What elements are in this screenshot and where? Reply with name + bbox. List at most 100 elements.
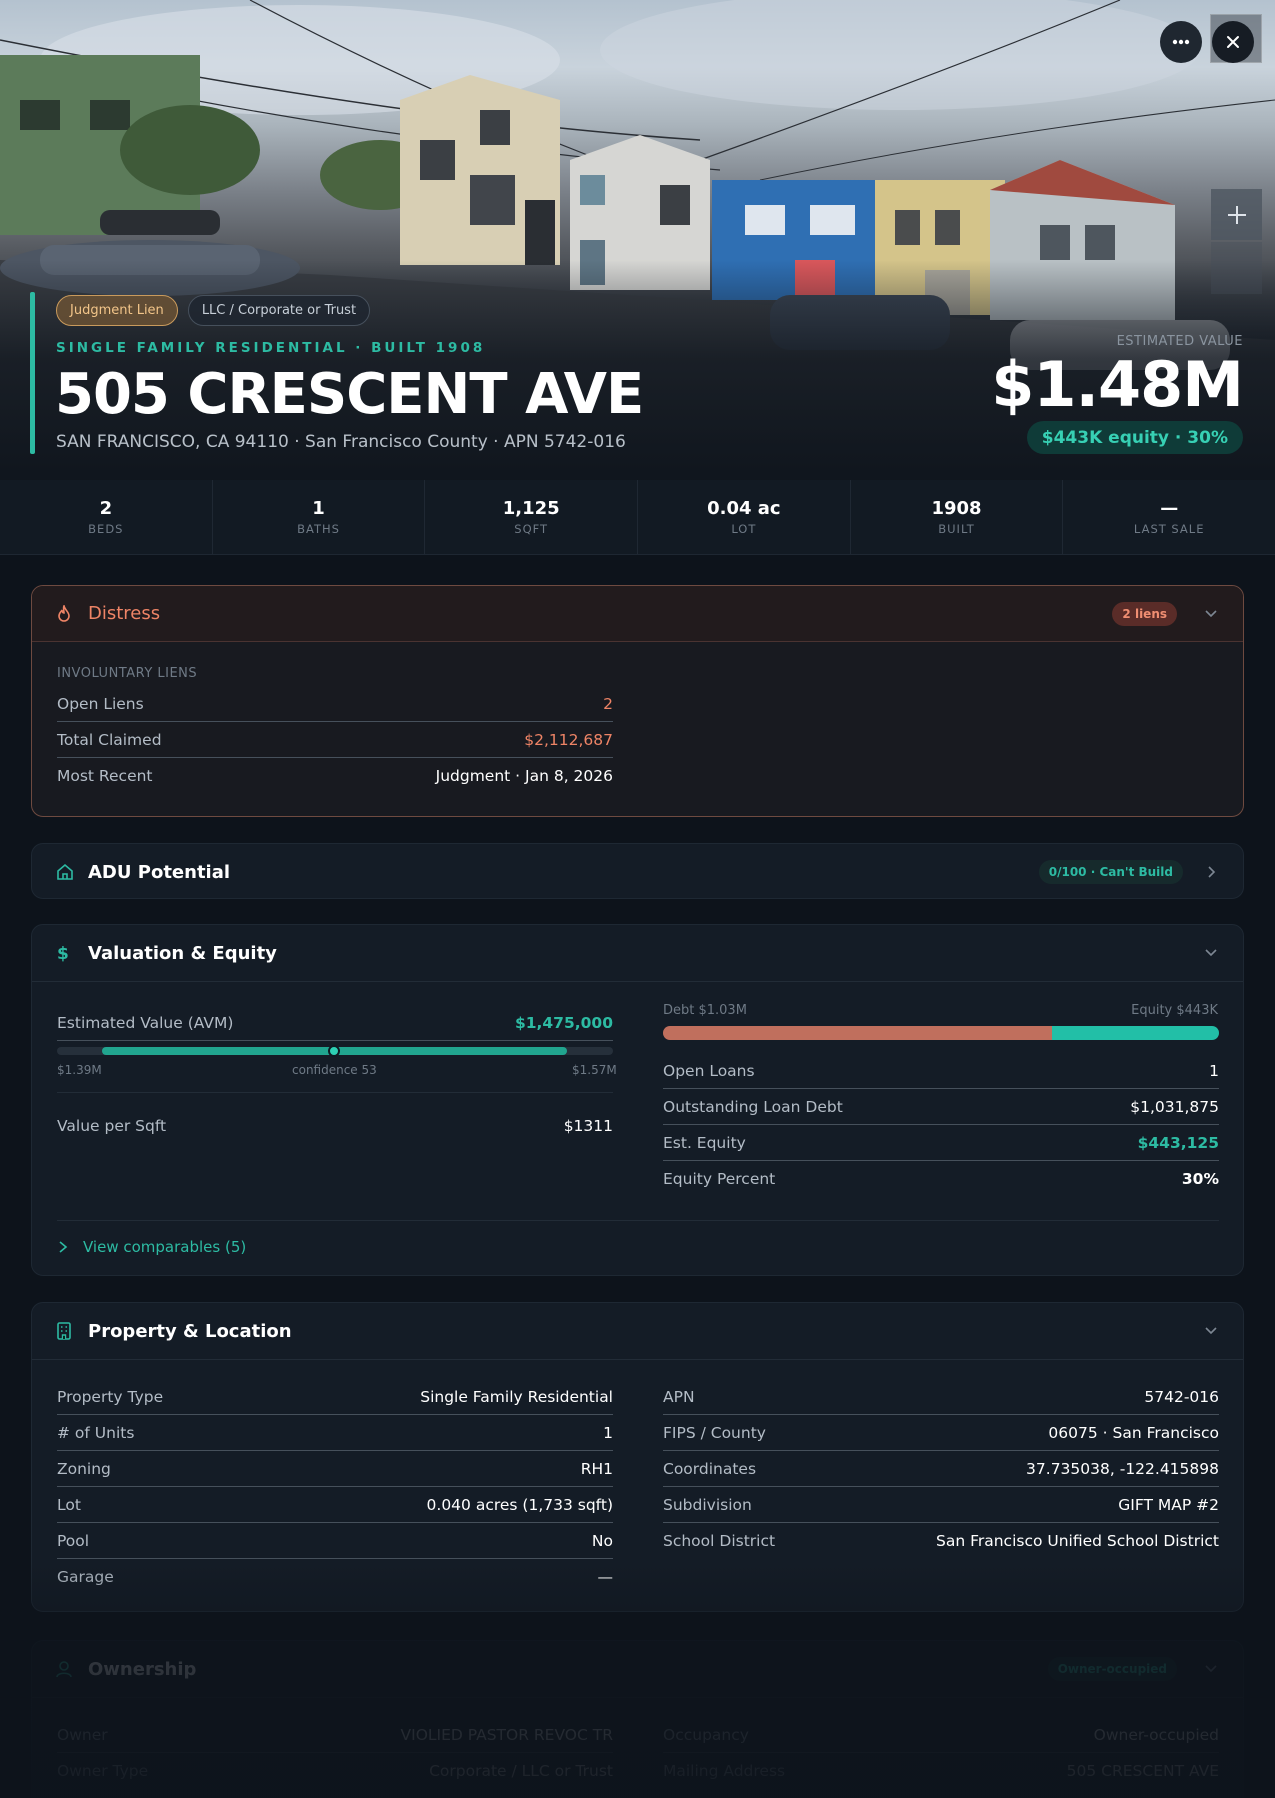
row-value: 505 CRESCENT AVE	[1066, 1762, 1219, 1780]
stat-label: BATHS	[297, 522, 340, 536]
row-key: Most Recent	[57, 767, 153, 785]
estimated-value: $1.48M	[991, 348, 1244, 421]
llc-trust-tag[interactable]: LLC / Corporate or Trust	[187, 295, 371, 326]
occupancy-row: Occupancy Owner-occupied	[663, 1717, 1219, 1753]
row-key: Property Type	[57, 1387, 164, 1406]
subdivision-row: Subdivision GIFT MAP #2	[663, 1487, 1219, 1523]
chevron-down-icon[interactable]	[1203, 606, 1219, 622]
row-key: School District	[663, 1532, 776, 1550]
stat-baths: 1 BATHS	[213, 480, 426, 554]
stat-built: 1908 BUILT	[851, 480, 1064, 554]
total-claimed-row: Total Claimed $2,112,687	[57, 722, 613, 758]
stat-value: 0.04 ac	[707, 498, 781, 519]
valuation-equity-card: $ Valuation & Equity Estimated Value (AV…	[31, 924, 1244, 1276]
hero-accent-bar	[30, 292, 35, 454]
header-divider	[32, 1697, 1243, 1698]
section-divider	[57, 1220, 1219, 1221]
ownership-card: Ownership Owner-occupied Owner VIOLIED P…	[31, 1640, 1244, 1798]
estimated-value-label: ESTIMATED VALUE	[1116, 334, 1243, 349]
user-icon	[56, 1660, 74, 1678]
row-key: Occupancy	[663, 1725, 749, 1744]
adu-score-badge: 0/100 · Can't Build	[1038, 860, 1183, 884]
building-icon	[56, 1322, 74, 1340]
chevron-right-icon[interactable]	[1203, 864, 1219, 880]
distress-card: Distress 2 liens INVOLUNTARY LIENS Open …	[31, 585, 1244, 817]
row-value: San Francisco Unified School District	[935, 1532, 1219, 1550]
est-equity-row: Est. Equity $443,125	[663, 1125, 1219, 1161]
equity-percent-row: Equity Percent 30%	[663, 1161, 1219, 1197]
garage-row: Garage —	[57, 1559, 613, 1595]
row-key: Mailing Address	[663, 1762, 786, 1780]
adu-title: ADU Potential	[88, 861, 231, 883]
stat-value: 1,125	[502, 498, 560, 519]
row-value: No	[591, 1531, 613, 1550]
ownership-card-header[interactable]: Ownership Owner-occupied	[32, 1641, 1243, 1697]
row-key: # of Units	[57, 1423, 135, 1442]
row-key: Outstanding Loan Debt	[663, 1097, 843, 1116]
row-key: FIPS / County	[663, 1423, 766, 1442]
debt-equity-bar	[663, 1026, 1219, 1040]
row-value: $1311	[563, 1117, 613, 1135]
chevron-down-icon[interactable]	[1203, 945, 1219, 961]
row-key: Pool	[57, 1531, 90, 1550]
row-value: 1	[1209, 1061, 1219, 1080]
row-key: Lot	[57, 1495, 81, 1514]
school-district-row: School District San Francisco Unified Sc…	[663, 1523, 1219, 1559]
avm-point-marker	[328, 1045, 340, 1057]
equity-segment	[1052, 1026, 1219, 1040]
row-key: Total Claimed	[57, 730, 162, 749]
property-location-card: Property & Location Property Type Single…	[31, 1302, 1244, 1612]
row-key: Coordinates	[663, 1459, 757, 1478]
view-comparables-label: View comparables (5)	[83, 1238, 247, 1256]
row-divider	[57, 1092, 613, 1093]
chevron-down-icon[interactable]	[1203, 1661, 1219, 1677]
pool-row: Pool No	[57, 1523, 613, 1559]
zoom-out-button[interactable]	[1211, 242, 1262, 294]
property-card-header[interactable]: Property & Location	[32, 1303, 1243, 1359]
property-stats-bar: 2 BEDS 1 BATHS 1,125 SQFT 0.04 ac LOT 19…	[0, 480, 1275, 555]
close-button[interactable]	[1212, 21, 1254, 63]
property-type-eyebrow: SINGLE FAMILY RESIDENTIAL · BUILT 1908	[56, 340, 486, 356]
adu-potential-card[interactable]: ADU Potential 0/100 · Can't Build	[31, 843, 1244, 899]
valuation-card-header[interactable]: $ Valuation & Equity	[32, 925, 1243, 981]
stat-value: 2	[99, 498, 113, 519]
distress-title: Distress	[88, 603, 161, 624]
view-comparables-link[interactable]: View comparables (5)	[57, 1238, 246, 1256]
units-row: # of Units 1	[57, 1415, 613, 1451]
more-horizontal-icon	[1172, 39, 1190, 45]
judgment-lien-tag[interactable]: Judgment Lien	[56, 295, 178, 326]
row-key: Equity Percent	[663, 1170, 776, 1188]
close-icon	[1227, 36, 1239, 48]
row-value: $1,475,000	[514, 1013, 613, 1032]
ownership-title: Ownership	[88, 1658, 197, 1680]
row-value: RH1	[580, 1459, 613, 1478]
row-value: $1,031,875	[1130, 1097, 1219, 1116]
row-key: Open Liens	[57, 694, 144, 713]
adu-card-header[interactable]: ADU Potential 0/100 · Can't Build	[32, 844, 1243, 898]
dollar-icon: $	[56, 944, 74, 963]
stat-value: —	[1160, 498, 1179, 519]
loan-debt-row: Outstanding Loan Debt $1,031,875	[663, 1089, 1219, 1125]
row-value: 0.040 acres (1,733 sqft)	[426, 1495, 613, 1514]
row-value: Owner-occupied	[1093, 1725, 1219, 1744]
row-key: Owner Type	[57, 1762, 149, 1780]
stat-lot: 0.04 ac LOT	[638, 480, 851, 554]
more-options-button[interactable]	[1160, 21, 1202, 63]
stat-label: LAST SALE	[1133, 522, 1205, 536]
zoom-in-button[interactable]	[1211, 189, 1262, 240]
property-type-row: Property Type Single Family Residential	[57, 1379, 613, 1415]
avm-range-low: $1.39M	[57, 1063, 102, 1077]
row-key: Zoning	[57, 1459, 111, 1478]
open-liens-row: Open Liens 2	[57, 686, 613, 722]
row-value: 06075 · San Francisco	[1048, 1423, 1219, 1442]
valuation-title: Valuation & Equity	[88, 942, 277, 964]
chevron-down-icon[interactable]	[1203, 1323, 1219, 1339]
row-value: 1	[603, 1423, 613, 1442]
coordinates-row: Coordinates 37.735038, -122.415898	[663, 1451, 1219, 1487]
row-key: Owner	[57, 1725, 108, 1744]
avm-range-high: $1.57M	[572, 1063, 617, 1077]
zoning-row: Zoning RH1	[57, 1451, 613, 1487]
distress-card-header[interactable]: Distress 2 liens	[32, 586, 1243, 642]
tag-chips: Judgment Lien LLC / Corporate or Trust	[56, 295, 371, 326]
plus-icon	[1227, 205, 1246, 224]
